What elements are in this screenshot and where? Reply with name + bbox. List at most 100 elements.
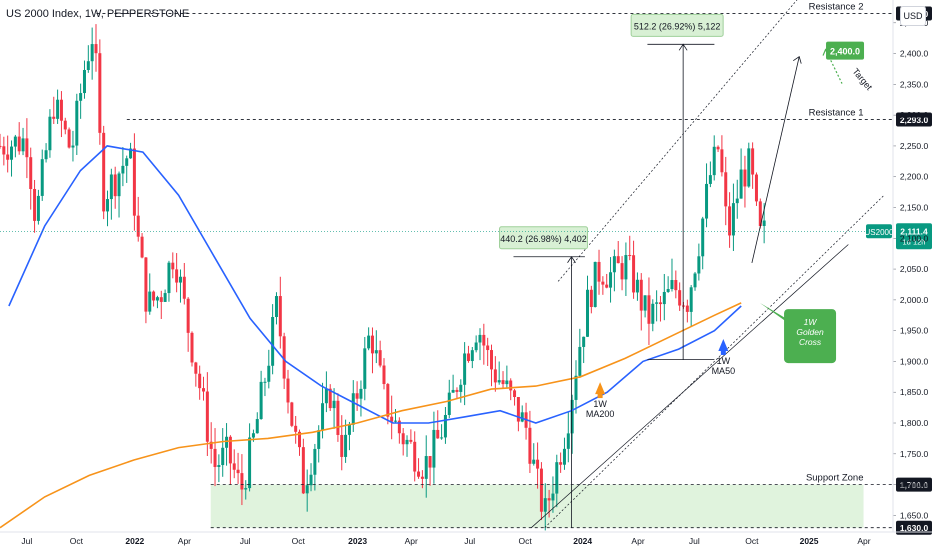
candle-body [420,476,424,479]
candle-body [213,448,217,467]
candle-body [589,289,593,307]
candle-body [324,388,328,404]
currency-button[interactable]: USD [900,6,926,26]
candle-body [490,350,494,370]
candle-body [466,353,470,362]
candle-body [144,257,148,312]
chart-title: US 2000 Index, 1W, PEPPERSTONE [6,8,190,20]
candle-body [409,439,413,442]
candle-body [555,462,559,494]
golden-cross-label-line: 1W [804,317,818,327]
current-price-label: 2,111.4 [900,226,928,236]
candle-body [236,469,240,474]
candle-body [432,429,436,468]
candle-body [113,174,117,197]
candle-body [463,353,467,385]
measure-arrow [567,256,576,263]
candle-body [397,420,401,434]
candle-body [248,437,252,489]
x-tick-label: Jul [689,536,700,546]
series-line-ma200 [0,302,742,529]
candle-body [363,348,367,389]
candle-body [662,291,666,305]
candle-body [347,424,351,435]
candle-body [79,93,83,101]
y-tick-label: 1,700.0 [900,480,929,490]
candle-body [205,391,209,442]
y-tick-label: 2,100.0 [900,233,929,243]
candle-body [159,297,163,302]
golden-cross-label-line: Cross [799,337,822,347]
level-price-tag [896,520,932,535]
candle-body [10,146,14,160]
x-tick-label: Jul [464,536,475,546]
candle-body [328,388,332,409]
y-tick-label: 2,400.0 [900,49,929,59]
candle-body [340,434,344,457]
candle-body [528,427,532,464]
candle-body [40,159,44,196]
candle-body [75,100,79,146]
candle-body [336,400,340,435]
candle-body [259,381,263,420]
candle-body [601,281,605,285]
candle-body [417,471,421,477]
candle-body [666,289,670,292]
candle-body [274,296,278,318]
candle-body [374,350,378,354]
candle-body [543,498,547,512]
candle-body [221,447,225,466]
candle-body [209,441,213,449]
candle-body [712,146,716,176]
candle-body [33,189,37,221]
candle-body [639,279,643,311]
candle-body [762,220,766,226]
ma200-arrow-stem [597,392,603,399]
y-tick-label: 1,950.0 [900,326,929,336]
y-tick-label: 2,000.0 [900,295,929,305]
candle-body [370,335,374,354]
current-price-tag [896,223,932,250]
candle-body [317,430,321,449]
candle-body [447,392,451,415]
candle-body [106,199,110,212]
candle-body [382,365,386,385]
candle-body [670,280,674,290]
candle-body [263,381,267,383]
candle-body [251,433,255,438]
candle-body [428,456,432,468]
candle-body [282,336,286,379]
y-tick-label: 1,750.0 [900,449,929,459]
candle-body [586,289,590,337]
ma200-label-line: 1W [593,399,607,409]
ma200-arrow-icon [595,382,606,395]
candle-body [547,498,551,501]
candle-body [574,375,578,400]
target-tag [826,41,865,60]
candle-body [436,429,440,439]
candle-body [152,291,156,301]
candle-body [754,174,758,202]
candle-body [701,218,705,257]
candle-body [728,206,732,236]
x-tick-label: 2024 [573,536,592,546]
level-price-tag-label: 1,700.0 [900,480,929,490]
measure-label-box [499,226,589,250]
candle-body [689,287,693,312]
candle-body [267,365,271,382]
candle-body [394,420,398,422]
candle-body [182,276,186,299]
candle-body [520,412,524,422]
y-axis-group: 1,650.0 1,700.0 1,750.0 1,800.0 1,850.0 1,900… [893,18,929,520]
candle-body [25,138,29,158]
projection-line [751,56,800,264]
candle-body [175,269,179,283]
candle-body [109,174,113,200]
candle-body [94,44,98,54]
candle-body [635,279,639,293]
candle-body [720,149,724,173]
candle-body [44,150,48,160]
candle-body [129,148,133,159]
